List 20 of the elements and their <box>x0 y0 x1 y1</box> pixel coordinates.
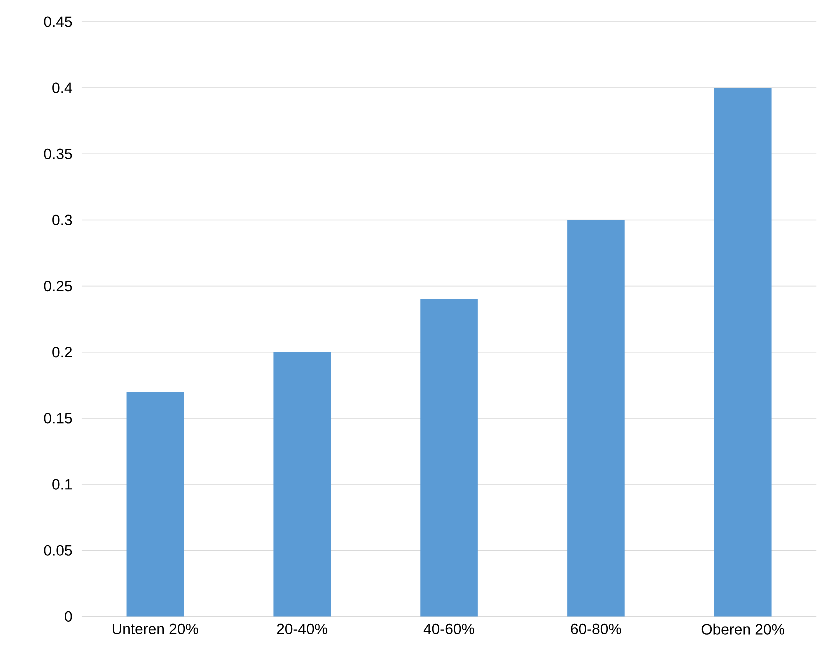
bar <box>126 392 184 617</box>
x-tick-label: 40-60% <box>424 624 474 635</box>
y-tick-label: 0.25 <box>44 281 72 292</box>
bar <box>568 220 625 617</box>
x-tick-label: Unteren 20% <box>112 624 198 635</box>
x-tick-label: Oberen 20% <box>702 624 785 635</box>
y-tick-label: 0.05 <box>44 545 72 556</box>
y-tick-label: 0 <box>65 612 72 622</box>
y-tick-label: 0.45 <box>44 16 72 28</box>
y-tick-label: 0.15 <box>44 413 72 424</box>
bar <box>274 352 332 617</box>
y-tick-label: 0.3 <box>52 215 72 226</box>
y-tick-label: 0.1 <box>52 479 72 490</box>
y-tick-label: 0.35 <box>44 149 72 160</box>
y-tick-label: 0.2 <box>52 347 72 358</box>
x-tick-label: 20-40% <box>277 624 328 635</box>
x-tick-label: 60-80% <box>571 624 622 635</box>
bar <box>714 88 772 617</box>
y-tick-label: 0.4 <box>52 82 72 94</box>
bar <box>420 300 478 617</box>
